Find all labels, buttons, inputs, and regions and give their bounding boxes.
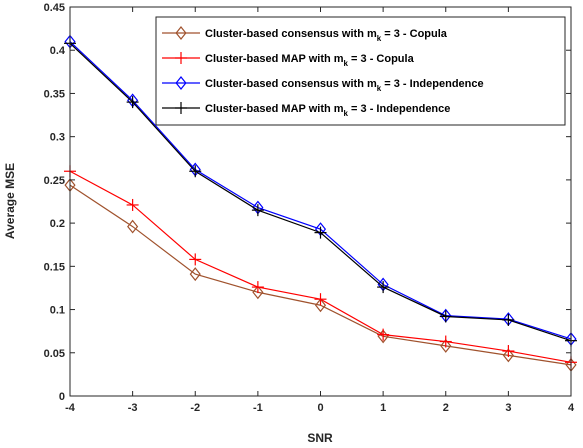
- y-tick-label: 0.1: [50, 305, 65, 317]
- y-axis-label: Average MSE: [3, 163, 17, 239]
- y-tick-label: 0: [59, 391, 65, 403]
- x-tick-label: 1: [380, 402, 386, 414]
- x-tick-label: -1: [253, 402, 263, 414]
- data-point-plus: [502, 314, 514, 326]
- x-axis-label: SNR: [307, 431, 333, 445]
- series-2: [64, 165, 577, 368]
- x-tick-label: -3: [128, 402, 138, 414]
- x-tick-label: 0: [317, 402, 323, 414]
- data-point-plus: [377, 329, 389, 341]
- data-point-plus: [440, 310, 452, 322]
- y-tick-label: 0.2: [50, 218, 65, 230]
- x-tick-label: 4: [568, 402, 575, 414]
- y-tick-label: 0.25: [44, 175, 65, 187]
- y-tick-label: 0.3: [50, 132, 65, 144]
- series-1: [65, 179, 576, 371]
- x-tick-label: 3: [505, 402, 511, 414]
- y-tick-label: 0.35: [44, 88, 65, 100]
- y-tick-label: 0.4: [50, 45, 66, 57]
- y-tick-label: 0.15: [44, 261, 65, 273]
- x-tick-label: -2: [190, 402, 200, 414]
- series-line: [70, 171, 571, 362]
- x-tick-label: 2: [443, 402, 449, 414]
- legend: Cluster-based consensus with mk = 3 - Co…: [156, 17, 565, 125]
- data-point-plus: [315, 293, 327, 305]
- series-line: [70, 185, 571, 365]
- y-tick-label: 0.45: [44, 2, 65, 14]
- x-tick-label: -4: [65, 402, 76, 414]
- y-tick-label: 0.05: [44, 348, 65, 360]
